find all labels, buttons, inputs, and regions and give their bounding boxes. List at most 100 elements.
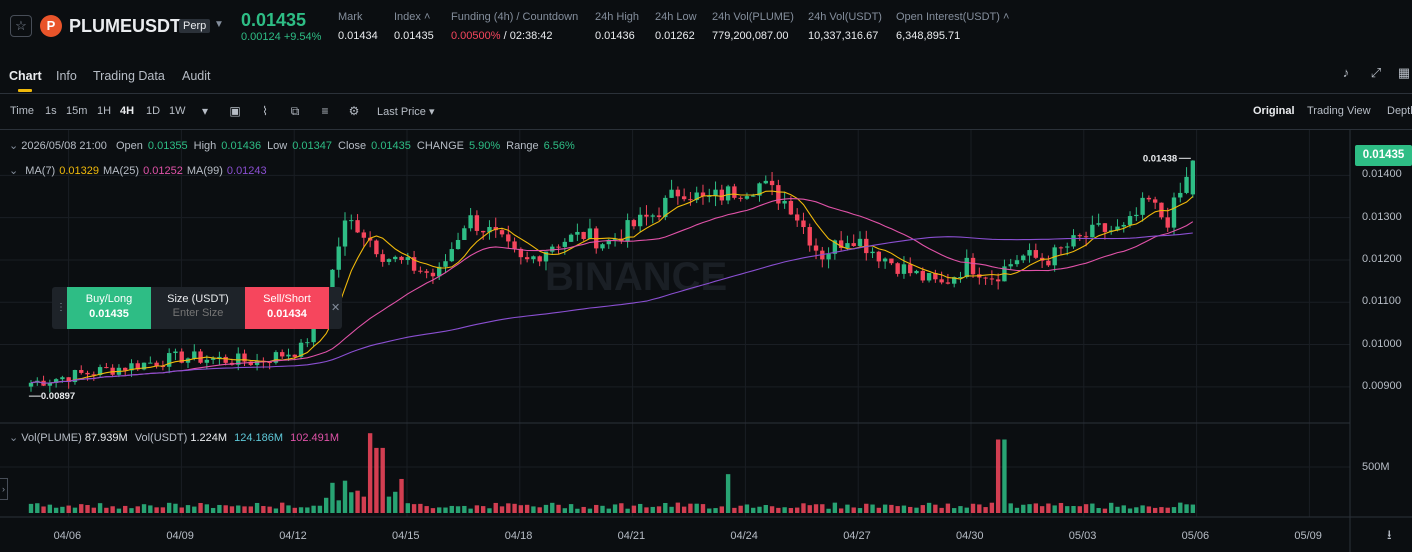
funding-rate: 0.00500% — [451, 30, 501, 42]
volume-bar — [160, 507, 166, 513]
interval-1d[interactable]: 1D — [146, 105, 161, 117]
interval-time[interactable]: Time — [10, 105, 35, 117]
settings-gear-icon[interactable]: ⚙ — [348, 104, 360, 118]
candle-body — [72, 370, 78, 383]
legend-collapse-icon[interactable]: ⌄ — [9, 140, 19, 152]
ma-collapse-icon[interactable]: ⌄ — [9, 165, 19, 177]
candle-settings-icon[interactable]: ⧉ — [290, 104, 300, 118]
legend-key: Low — [267, 140, 288, 152]
volume-bar — [330, 482, 335, 513]
candle-body — [273, 352, 279, 363]
date-axis-tick: 04/12 — [279, 530, 307, 542]
ma-key: MA(7) — [25, 165, 56, 177]
symbol-name[interactable]: PLUMEUSDT — [69, 16, 181, 36]
volume-bar — [656, 506, 662, 513]
candle-body — [795, 214, 800, 221]
candle-body — [675, 189, 681, 197]
date-axis-tick: 04/24 — [730, 530, 758, 542]
view-depth[interactable]: Depth — [1387, 105, 1412, 117]
volume-bar — [154, 507, 159, 513]
price-type-select[interactable]: Last Price ▾ — [377, 105, 435, 118]
volume-bar — [85, 505, 90, 513]
scale-reset-icon[interactable]: ⭳ — [1387, 527, 1392, 542]
volume-bar — [179, 507, 184, 513]
sell-short-button[interactable]: Sell/Short 0.01434 — [245, 287, 329, 329]
indicators-icon[interactable]: ≡ — [321, 104, 329, 118]
volume-bar — [688, 503, 693, 513]
stat-oi-label[interactable]: Open Interest(USDT) ˄ — [896, 11, 1010, 23]
candle-body — [669, 189, 674, 198]
stat-index-label[interactable]: Index ˄ — [394, 11, 431, 23]
interval-4h[interactable]: 4H — [120, 105, 135, 117]
expand-panel-handle-icon[interactable]: › — [0, 478, 8, 500]
candle-body — [1102, 223, 1108, 232]
volume-bar — [47, 504, 53, 513]
volume-bar — [983, 507, 988, 513]
size-input[interactable] — [158, 307, 238, 319]
volume-bar — [1071, 505, 1076, 513]
tab-info[interactable]: Info — [56, 69, 77, 83]
legend-key: Close — [338, 140, 367, 152]
candle-body — [242, 353, 247, 362]
volume-bar — [210, 507, 216, 513]
volume-bar — [832, 502, 838, 513]
volume-bar — [776, 507, 781, 513]
volume-collapse-icon[interactable]: ⌄ — [9, 432, 19, 444]
expand-icon[interactable]: ⤢ — [1370, 65, 1382, 80]
legend-value: 0.01355 — [147, 140, 188, 152]
volume-bar — [575, 508, 580, 513]
volume-bar — [782, 507, 787, 513]
volume-bar — [568, 504, 574, 513]
size-input-group[interactable]: Size (USDT) — [151, 287, 245, 329]
volume-bar — [518, 505, 524, 513]
favorite-star-icon[interactable]: ☆ — [10, 15, 32, 37]
low-marker-label: 0.00897 — [41, 391, 75, 402]
candle-body — [173, 351, 178, 354]
chart-type-icon[interactable]: ⌇ — [262, 104, 268, 118]
drag-handle-icon[interactable]: ⋮ — [56, 302, 66, 313]
interval-1w[interactable]: 1W — [169, 105, 186, 117]
grid-layout-icon[interactable]: ▦ — [1397, 65, 1411, 80]
symbol-dropdown-icon[interactable]: ▼ — [214, 19, 224, 30]
view-trading-view[interactable]: Trading View — [1307, 105, 1371, 117]
candle-body — [298, 342, 304, 357]
more-intervals-chevron-icon[interactable]: ▾ — [201, 104, 209, 118]
view-original[interactable]: Original — [1253, 105, 1295, 117]
stat-vol-plume-value: 779,200,087.00 — [712, 30, 789, 42]
interval-1s[interactable]: 1s — [45, 105, 57, 117]
date-axis-tick: 05/09 — [1294, 530, 1322, 542]
candle-body — [531, 256, 536, 260]
alert-bell-icon[interactable]: ♪ — [1342, 65, 1350, 80]
volume-bar — [1171, 507, 1177, 513]
candle-body — [1140, 197, 1145, 215]
volume-bar — [135, 506, 140, 513]
volume-bar — [612, 504, 618, 513]
stat-funding-value: 0.00500% / 02:38:42 — [451, 30, 553, 42]
candle-body — [1127, 216, 1133, 225]
volume-bar — [939, 507, 944, 513]
interval-15m[interactable]: 15m — [66, 105, 88, 117]
buy-price: 0.01435 — [89, 308, 129, 320]
volume-bar — [970, 503, 976, 513]
volume-bar — [594, 504, 599, 513]
tab-audit[interactable]: Audit — [182, 69, 211, 83]
candle-body — [518, 248, 524, 258]
volume-bar — [920, 505, 925, 513]
volume-bar — [675, 502, 681, 513]
price-axis-tick: 0.00900 — [1362, 379, 1402, 392]
candle-body — [330, 269, 335, 303]
tab-trading-data[interactable]: Trading Data — [93, 69, 165, 83]
volume-bar — [945, 503, 951, 513]
tab-chart[interactable]: Chart — [9, 69, 42, 83]
buy-long-button[interactable]: Buy/Long 0.01435 — [67, 287, 151, 329]
candle-body — [1065, 246, 1070, 248]
candlestick-chart[interactable]: BINANCE 0.01438 0.00897 — [0, 130, 1412, 552]
close-widget-icon[interactable]: ✕ — [331, 302, 341, 314]
date-axis-tick: 04/15 — [392, 530, 420, 542]
interval-1h[interactable]: 1H — [97, 105, 112, 117]
calendar-icon[interactable]: ▣ — [229, 104, 241, 118]
volume-bar — [72, 507, 78, 513]
vol-usdt-value: 1.224M — [190, 432, 228, 444]
volume-bar — [424, 506, 429, 513]
candle-body — [1152, 199, 1158, 203]
